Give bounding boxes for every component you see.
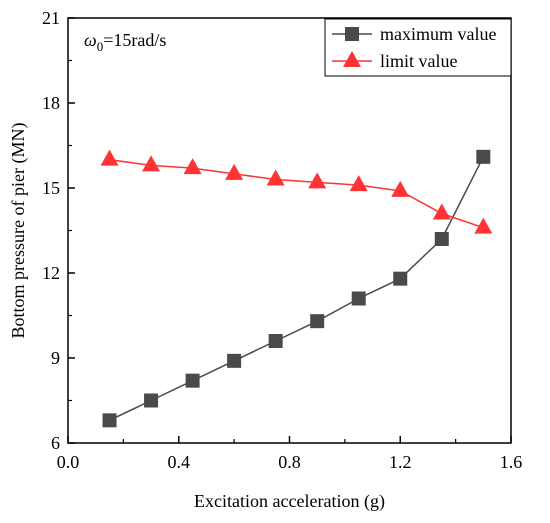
data-point-triangle — [266, 169, 285, 186]
data-point-square — [393, 271, 408, 286]
annotation-subscript: 0 — [97, 39, 104, 54]
data-point-square — [227, 353, 242, 368]
data-point-triangle — [391, 180, 410, 197]
annotation-text: =15rad/s — [103, 30, 166, 50]
legend-label-limit: limit value — [380, 51, 457, 71]
x-tick-label: 0.8 — [278, 452, 301, 472]
annotation-symbol: ω — [84, 30, 97, 50]
data-point-triangle — [432, 203, 451, 220]
legend: maximum value limit value — [324, 18, 512, 77]
y-tick-label: 15 — [42, 178, 60, 198]
data-point-triangle — [183, 158, 202, 175]
data-point-triangle — [349, 175, 368, 192]
y-tick-label: 6 — [51, 433, 60, 453]
series-line-1 — [109, 158, 484, 229]
legend-marker-square — [345, 27, 359, 41]
data-point-square — [310, 314, 325, 329]
data-point-square — [144, 393, 159, 408]
data-point-triangle — [225, 163, 244, 180]
data-point-triangle — [308, 172, 327, 189]
data-point-triangle — [142, 155, 161, 172]
data-point-triangle — [474, 217, 493, 234]
y-axis-label: Bottom pressure of pier (MN) — [8, 123, 29, 339]
data-point-square — [351, 291, 366, 306]
data-point-square — [268, 334, 283, 348]
x-tick-label: 0.0 — [57, 452, 80, 472]
data-point-triangle — [100, 149, 119, 166]
tick-group: 0.0 0.4 0.8 1.2 1.6 6 9 12 15 18 21 — [42, 8, 522, 472]
x-tick-label: 0.4 — [168, 452, 191, 472]
legend-label-maximum: maximum value — [380, 24, 496, 44]
data-point-square — [185, 373, 200, 388]
annotation: ω0=15rad/s — [84, 30, 166, 54]
y-tick-label: 21 — [42, 8, 60, 28]
y-tick-label: 12 — [42, 263, 60, 283]
x-axis-label: Excitation acceleration (g) — [194, 491, 385, 512]
data-point-square — [102, 413, 117, 428]
y-tick-label: 18 — [42, 93, 60, 113]
series-group — [100, 149, 493, 428]
y-tick-label: 9 — [51, 348, 60, 368]
legend-marker-triangle — [343, 51, 361, 67]
x-tick-label: 1.2 — [389, 452, 412, 472]
data-point-square — [434, 232, 449, 246]
data-point-square — [476, 149, 491, 164]
x-tick-label: 1.6 — [500, 452, 523, 472]
plot-frame — [67, 17, 512, 444]
series-line-0 — [109, 156, 484, 422]
